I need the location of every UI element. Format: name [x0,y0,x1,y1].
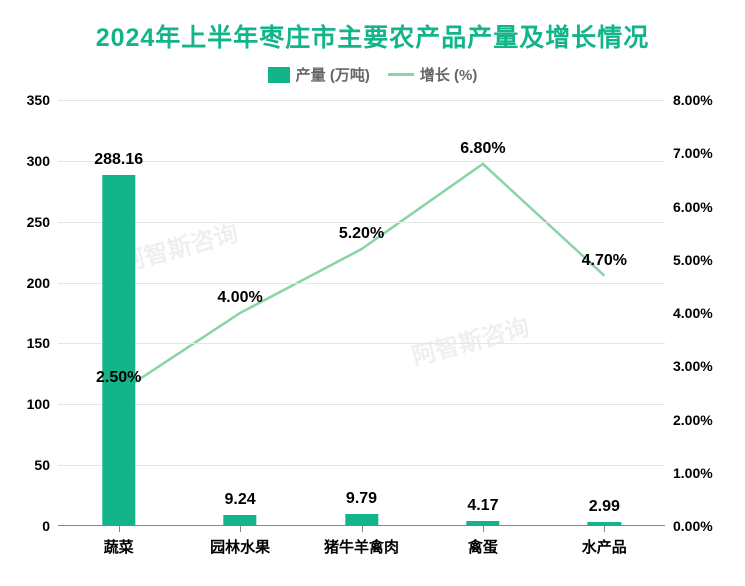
line-value-label: 2.50% [96,369,141,387]
y-left-tick-label: 300 [27,153,58,169]
y-right-tick-label: 8.00% [665,92,713,108]
x-tick [240,526,241,532]
gridline [58,283,665,284]
x-tick [483,526,484,532]
legend-bar-label: 产量 (万吨) [296,64,370,85]
gridline [58,343,665,344]
x-category-label: 猪牛羊禽肉 [324,536,399,557]
bar: 9.24 [223,515,256,526]
x-category-label: 蔬菜 [104,536,134,557]
legend: 产量 (万吨) 增长 (%) [10,64,735,85]
y-right-tick-label: 5.00% [665,252,713,268]
chart-container: 2024年上半年枣庄市主要农产品产量及增长情况 产量 (万吨) 增长 (%) 阿… [0,0,745,586]
bar-value-label: 9.79 [346,490,377,508]
x-tick [604,526,605,532]
line-value-label: 4.00% [217,289,262,307]
x-tick [119,526,120,532]
legend-item-line: 增长 (%) [388,64,478,85]
growth-line [58,100,665,526]
line-value-label: 4.70% [582,252,627,270]
y-right-tick-label: 4.00% [665,305,713,321]
x-category-label: 园林水果 [210,536,270,557]
y-right-tick-label: 0.00% [665,518,713,534]
gridline [58,465,665,466]
line-swatch-icon [388,73,414,76]
legend-line-label: 增长 (%) [420,64,478,85]
y-left-tick-label: 50 [34,457,58,473]
y-left-tick-label: 0 [42,518,58,534]
chart-title: 2024年上半年枣庄市主要农产品产量及增长情况 [10,18,735,54]
x-category-label: 水产品 [582,536,627,557]
bar-swatch-icon [268,67,290,83]
y-left-tick-label: 250 [27,214,58,230]
x-tick [362,526,363,532]
bar-value-label: 4.17 [467,497,498,515]
line-value-label: 6.80% [460,140,505,158]
gridline [58,222,665,223]
y-left-tick-label: 200 [27,275,58,291]
bar: 9.79 [345,514,378,526]
y-left-tick-label: 350 [27,92,58,108]
legend-item-bar: 产量 (万吨) [268,64,370,85]
y-right-tick-label: 3.00% [665,358,713,374]
y-left-tick-label: 150 [27,335,58,351]
gridline [58,161,665,162]
bar-value-label: 2.99 [589,498,620,516]
x-category-label: 禽蛋 [468,536,498,557]
y-right-tick-label: 1.00% [665,465,713,481]
bar-value-label: 9.24 [225,491,256,509]
y-left-tick-label: 100 [27,396,58,412]
y-right-tick-label: 2.00% [665,412,713,428]
plot-area: 阿智斯咨询 阿智斯咨询 0501001502002503003500.00%1.… [58,100,665,526]
y-right-tick-label: 6.00% [665,199,713,215]
line-value-label: 5.20% [339,225,384,243]
bar-value-label: 288.16 [94,151,143,169]
gridline [58,404,665,405]
y-right-tick-label: 7.00% [665,145,713,161]
gridline [58,100,665,101]
bar: 288.16 [102,175,135,526]
